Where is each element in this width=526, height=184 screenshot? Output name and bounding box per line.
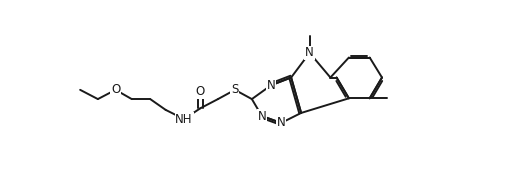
Text: N: N	[267, 79, 276, 92]
Text: S: S	[231, 83, 239, 96]
Text: O: O	[196, 85, 205, 98]
Text: N: N	[258, 109, 266, 123]
Text: N: N	[305, 46, 314, 59]
Text: O: O	[111, 83, 120, 96]
Text: NH: NH	[175, 113, 193, 126]
Text: N: N	[277, 116, 286, 130]
